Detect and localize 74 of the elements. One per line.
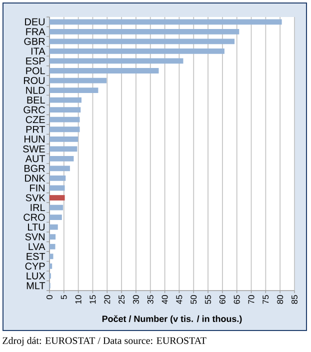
y-tick-label: ITA xyxy=(31,48,46,55)
x-tick-label: 25 xyxy=(118,295,125,304)
y-tick-label: LTU xyxy=(28,224,45,231)
bar xyxy=(50,97,82,103)
bar xyxy=(50,88,98,93)
y-tick-label: PRT xyxy=(26,126,46,133)
bar xyxy=(50,263,52,269)
y-tick-label: FIN xyxy=(30,184,44,192)
x-tick-label: 30 xyxy=(132,295,139,304)
x-tick-label: 70 xyxy=(248,295,254,304)
bar xyxy=(50,156,74,162)
y-tick-label: ROU xyxy=(24,76,45,84)
bar xyxy=(50,244,56,250)
y-tick-label: LUX xyxy=(26,272,46,280)
y-tick-label: SWE xyxy=(23,145,45,152)
y-tick-label: HUN xyxy=(24,136,44,143)
y-tick-label: CZE xyxy=(26,116,45,124)
bar xyxy=(50,185,65,191)
bar xyxy=(50,126,80,132)
y-tick-label: AUT xyxy=(25,155,46,162)
y-tick-label: LVA xyxy=(28,243,46,250)
y-tick-label: ESP xyxy=(26,57,45,64)
y-tick-label: EST xyxy=(26,252,46,260)
y-tick-label: CYP xyxy=(25,262,45,270)
bar xyxy=(50,195,65,200)
bar xyxy=(50,68,159,74)
bar xyxy=(50,136,78,142)
x-tick-label: 5 xyxy=(60,295,67,300)
bar xyxy=(50,58,184,64)
x-tick-label: 65 xyxy=(234,295,240,304)
x-tick-label: 55 xyxy=(205,295,211,304)
x-tick-label: 50 xyxy=(190,295,197,304)
x-tick-label: 0 xyxy=(46,295,52,300)
bar xyxy=(50,48,224,54)
x-tick-label: 75 xyxy=(262,295,269,304)
text: Zdroj dát: EUROSTAT / Data source: EUROSTAT xyxy=(2,336,206,346)
y-tick-label: CRO xyxy=(24,214,45,221)
bar xyxy=(50,116,80,122)
y-tick-label: DNK xyxy=(25,174,46,182)
x-tick-label: 60 xyxy=(219,295,226,304)
x-tick-label: 35 xyxy=(147,295,154,304)
bar xyxy=(50,234,56,240)
y-tick-label: BGR xyxy=(24,164,45,172)
y-tick-label: MLT xyxy=(26,282,46,290)
x-tick-label: 85 xyxy=(292,295,298,304)
bar xyxy=(50,19,282,25)
bar xyxy=(50,166,70,172)
bar xyxy=(50,254,54,260)
y-tick-label: GBR xyxy=(24,38,45,45)
bar xyxy=(50,146,78,152)
x-tick-label: 10 xyxy=(75,295,82,304)
x-axis-title: Počet / Number (v tis. / in thous.) xyxy=(102,315,242,324)
bar xyxy=(50,107,81,113)
bar xyxy=(50,224,58,230)
y-tick-label: BEL xyxy=(27,96,45,104)
x-tick-label: 15 xyxy=(90,295,96,304)
y-tick-label: IRL xyxy=(30,204,45,211)
x-tick-label: 45 xyxy=(176,295,182,304)
bar xyxy=(50,214,62,220)
y-tick-label: POL xyxy=(26,67,45,74)
x-tick-label: 40 xyxy=(162,295,168,304)
x-tick-label: 20 xyxy=(104,295,110,304)
bar xyxy=(50,78,107,84)
y-tick-label: SVN xyxy=(25,233,44,240)
bar xyxy=(50,176,66,181)
bar xyxy=(50,28,240,34)
x-tick-label: 80 xyxy=(277,295,284,304)
y-tick-label: DEU xyxy=(25,18,45,26)
bar xyxy=(50,38,235,44)
bar xyxy=(50,204,64,210)
y-tick-label: GRC xyxy=(24,106,45,114)
y-tick-label: FRA xyxy=(26,28,46,36)
y-tick-label: SVK xyxy=(26,194,46,202)
y-tick-label: NLD xyxy=(26,86,45,94)
